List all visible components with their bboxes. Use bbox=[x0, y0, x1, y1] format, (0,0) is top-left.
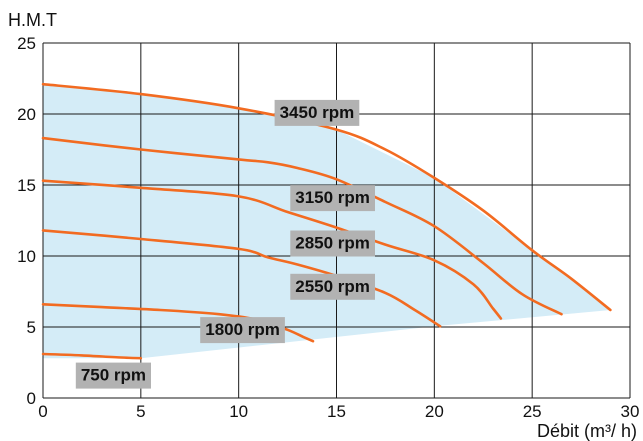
curve-label-text-1800-rpm: 1800 rpm bbox=[205, 320, 280, 339]
x-tick-label-0: 0 bbox=[38, 402, 47, 421]
curve-3450-rpm bbox=[41, 82, 612, 312]
curve-750-rpm bbox=[41, 352, 143, 360]
x-tick-label-25: 25 bbox=[523, 402, 542, 421]
x-tick-label-30: 30 bbox=[621, 402, 640, 421]
curve-3150-rpm bbox=[41, 136, 563, 316]
curve-label-box-3150-rpm bbox=[290, 185, 375, 212]
x-tick-label-10: 10 bbox=[229, 402, 248, 421]
curve-label-3450-rpm: 3450 rpm bbox=[274, 99, 360, 126]
curve-label-750-rpm: 750 rpm bbox=[75, 362, 151, 389]
y-tick-label-15: 15 bbox=[17, 176, 36, 195]
curve-labels-layer: 3450 rpm 3150 rpm 2850 rpm 2550 rpm 1800 rpm… bbox=[75, 99, 375, 389]
curve-label-text-2550-rpm: 2550 rpm bbox=[295, 277, 370, 296]
y-axis-title: H.M.T bbox=[8, 10, 57, 30]
curve-label-box-2550-rpm bbox=[290, 273, 375, 300]
curve-label-box-750-rpm bbox=[75, 362, 151, 389]
curve-label-box-3450-rpm bbox=[274, 99, 360, 126]
curve-label-text-3450-rpm: 3450 rpm bbox=[280, 103, 355, 122]
curve-label-1800-rpm: 1800 rpm bbox=[200, 317, 285, 344]
curve-2550-rpm bbox=[41, 229, 442, 328]
y-tick-label-0: 0 bbox=[27, 389, 36, 408]
x-tick-label-20: 20 bbox=[425, 402, 444, 421]
y-tick-label-25: 25 bbox=[17, 34, 36, 53]
curve-label-2550-rpm: 2550 rpm bbox=[290, 273, 375, 300]
y-tick-label-20: 20 bbox=[17, 105, 36, 124]
curve-label-2850-rpm: 2850 rpm bbox=[290, 230, 375, 257]
curve-1800-rpm bbox=[41, 303, 315, 343]
y-tick-label-5: 5 bbox=[27, 318, 36, 337]
x-axis-title: Débit (m³/ h) bbox=[537, 421, 637, 441]
curve-label-text-750-rpm: 750 rpm bbox=[81, 366, 146, 385]
operating-area-layer bbox=[43, 84, 611, 359]
y-tick-label-10: 10 bbox=[17, 247, 36, 266]
curve-label-3150-rpm: 3150 rpm bbox=[290, 185, 375, 212]
tick-labels-layer: 0 5 10 15 20 25 30 0 5 10 15 20 25 bbox=[17, 34, 639, 421]
operating-area bbox=[43, 84, 611, 359]
x-tick-label-5: 5 bbox=[136, 402, 145, 421]
curve-label-box-1800-rpm bbox=[200, 317, 285, 344]
curve-label-text-3150-rpm: 3150 rpm bbox=[295, 188, 370, 207]
curve-label-box-2850-rpm bbox=[290, 230, 375, 257]
x-tick-label-15: 15 bbox=[327, 402, 346, 421]
curve-label-text-2850-rpm: 2850 rpm bbox=[295, 234, 370, 253]
